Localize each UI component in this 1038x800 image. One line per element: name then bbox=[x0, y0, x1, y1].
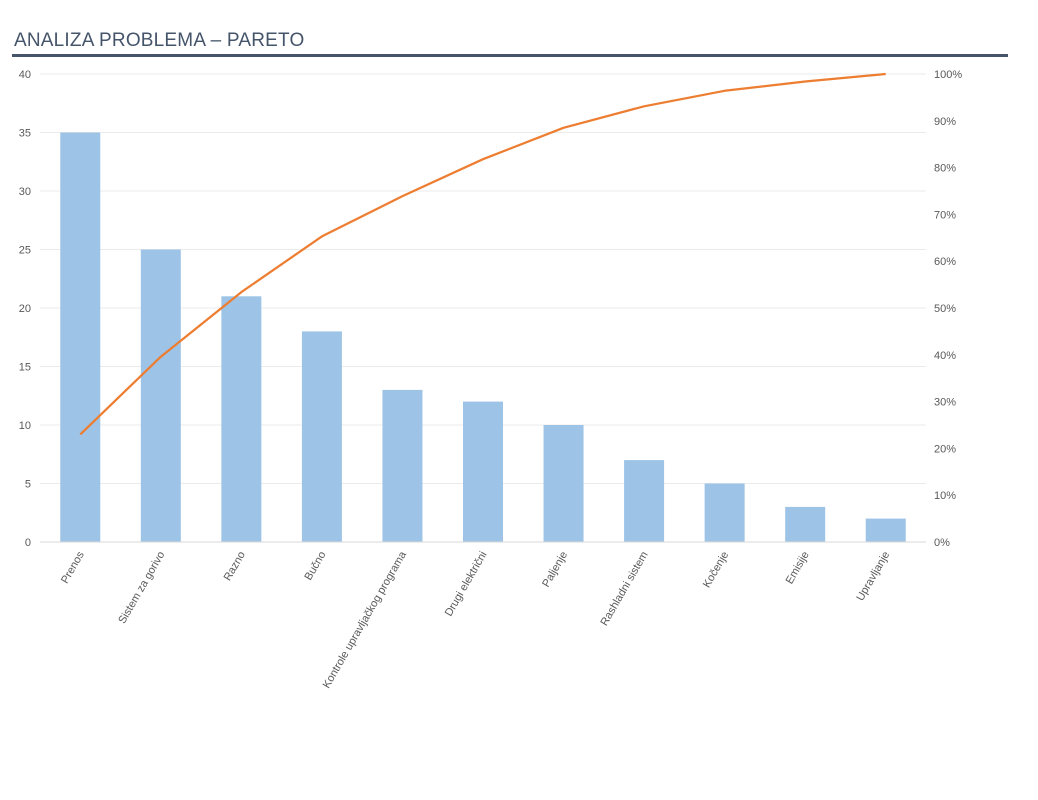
x-tick-label: Drugi električni bbox=[443, 550, 490, 619]
y-left-tick-label: 20 bbox=[19, 303, 31, 315]
bar bbox=[382, 389, 423, 542]
x-tick-label: Upravljanje bbox=[854, 550, 892, 604]
bar-series bbox=[60, 132, 906, 542]
y-left-tick-label: 35 bbox=[19, 128, 31, 140]
bar bbox=[865, 518, 906, 542]
y-right-tick-label: 70% bbox=[934, 209, 956, 221]
x-tick-label: Emisije bbox=[784, 550, 812, 587]
y-right-tick-label: 20% bbox=[934, 443, 956, 455]
cumulative-line-series bbox=[79, 72, 886, 436]
x-tick-label: Kočenje bbox=[701, 550, 731, 590]
y-left-tick-label: 25 bbox=[19, 245, 31, 257]
y-right-tick-label: 0% bbox=[934, 537, 950, 549]
y-left-tick-label: 0 bbox=[25, 537, 31, 549]
bar bbox=[624, 460, 665, 542]
x-tick-label: Rashladni sistem bbox=[598, 550, 650, 629]
page-title: ANALIZA PROBLEMA – PARETO bbox=[14, 30, 305, 51]
x-axis: Prenos Sistem za gorivo Razno BučnoKontrole… bbox=[40, 541, 926, 691]
cumulative-line bbox=[79, 72, 886, 436]
bar bbox=[301, 331, 342, 542]
y-left-tick-label: 10 bbox=[19, 420, 31, 432]
y-axis-right: 0% 10% 20% 30% 40% 50% 60% 70% 80% 90% 100% bbox=[934, 69, 962, 549]
y-right-tick-label: 90% bbox=[934, 116, 956, 128]
y-left-tick-label: 15 bbox=[19, 362, 31, 374]
bar bbox=[60, 132, 101, 542]
y-left-tick-label: 40 bbox=[19, 69, 31, 81]
y-right-tick-label: 50% bbox=[934, 303, 956, 315]
title-divider bbox=[12, 54, 1008, 57]
bar bbox=[704, 483, 745, 542]
y-right-tick-label: 10% bbox=[934, 490, 956, 502]
y-axis-left: 0 5 10 15 20 25 30 35 40 bbox=[19, 69, 31, 549]
x-tick-label: Paljenje bbox=[540, 550, 570, 590]
y-right-tick-label: 30% bbox=[934, 397, 956, 409]
y-right-tick-label: 40% bbox=[934, 350, 956, 362]
y-left-tick-label: 5 bbox=[25, 479, 31, 491]
y-left-tick-label: 30 bbox=[19, 186, 31, 198]
x-tick-label: Prenos bbox=[59, 549, 87, 586]
bar bbox=[221, 296, 262, 542]
x-tick-label: Sistem za gorivo bbox=[116, 550, 167, 626]
y-right-tick-label: 100% bbox=[934, 69, 962, 81]
bar bbox=[543, 425, 584, 542]
y-right-tick-label: 80% bbox=[934, 163, 956, 175]
x-tick-label: Razno bbox=[222, 550, 248, 584]
bar bbox=[463, 401, 503, 542]
x-tick-label: Bučno bbox=[303, 550, 329, 583]
bar bbox=[785, 506, 826, 542]
x-tick-label: Kontrole upravljačkog programa bbox=[321, 549, 410, 691]
y-right-tick-label: 60% bbox=[934, 256, 956, 268]
bar bbox=[140, 249, 181, 542]
